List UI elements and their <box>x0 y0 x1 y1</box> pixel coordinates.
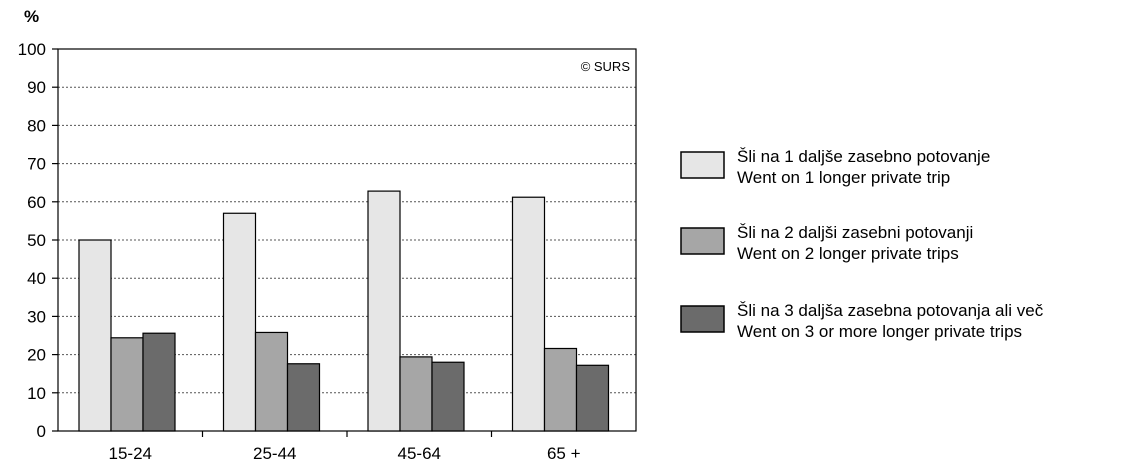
y-tick-label: 70 <box>27 155 46 174</box>
bar-series-1-4564 <box>367 190 401 432</box>
legend-label-en-1: Went on 1 longer private trip <box>737 168 950 187</box>
x-tick-label: 65 + <box>547 444 581 463</box>
bar-series-3-2544 <box>286 363 321 432</box>
legend-label-1: Šli na 1 daljše zasebno potovanje <box>737 147 990 166</box>
x-axis: 15-24 25-44 45-64 65 + <box>109 431 581 463</box>
x-tick-label: 25-44 <box>253 444 296 463</box>
bar-series-2-4564 <box>399 356 433 432</box>
legend: Šli na 1 daljše zasebno potovanje Went on… <box>680 147 1044 341</box>
y-tick-label: 10 <box>27 384 46 403</box>
y-axis-unit-label: % <box>24 7 39 26</box>
x-tick-label: 45-64 <box>398 444 441 463</box>
bar-series-2-1524 <box>110 337 144 432</box>
legend-label-2: Šli na 2 daljši zasebni potovanji <box>737 223 973 242</box>
bar-series-3-65 <box>575 364 610 432</box>
y-tick-label: 40 <box>27 269 46 288</box>
source-note: © SURS <box>581 59 631 74</box>
legend-swatch-1 <box>680 151 725 179</box>
y-axis: 0 10 20 30 40 50 60 70 80 90 100 <box>18 40 58 441</box>
bar-series-1-2544 <box>222 212 257 432</box>
legend-swatch-3 <box>680 305 725 333</box>
bar-series-1-1524 <box>78 239 112 432</box>
bar-series-3-4564 <box>431 361 465 432</box>
y-tick-label: 80 <box>27 116 46 135</box>
x-tick-label: 15-24 <box>109 444 152 463</box>
y-tick-label: 100 <box>18 40 46 59</box>
legend-label-3: Šli na 3 daljša zasebna potovanja ali ve… <box>737 301 1044 320</box>
bar-series-2-65 <box>543 347 578 432</box>
legend-label-en-3: Went on 3 or more longer private trips <box>737 322 1022 341</box>
bar-series-2-2544 <box>254 331 289 432</box>
y-tick-label: 60 <box>27 193 46 212</box>
y-tick-label: 30 <box>27 307 46 326</box>
y-tick-label: 50 <box>27 231 46 250</box>
legend-label-en-2: Went on 2 longer private trips <box>737 244 959 263</box>
y-tick-label: 90 <box>27 78 46 97</box>
legend-swatch-2 <box>680 227 725 255</box>
bar-series-1-65 <box>511 196 546 432</box>
bar-series-3-1524 <box>142 332 176 432</box>
y-tick-label: 20 <box>27 346 46 365</box>
bars <box>78 190 610 432</box>
y-tick-label: 0 <box>37 422 46 441</box>
